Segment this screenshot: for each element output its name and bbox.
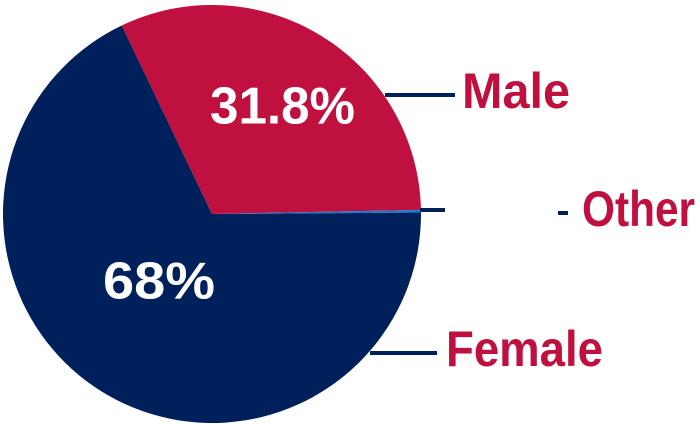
- legend-label: Female: [446, 321, 603, 377]
- pie-slice: [2, 25, 421, 423]
- pie-slice: [121, 4, 421, 214]
- pie: [2, 4, 421, 423]
- pie-slice: [212, 209, 421, 214]
- data-label: 68%: [103, 253, 215, 311]
- data-label: 31.8%: [210, 78, 355, 136]
- legend-label: Male: [462, 63, 570, 119]
- legend-label: Other: [582, 181, 695, 237]
